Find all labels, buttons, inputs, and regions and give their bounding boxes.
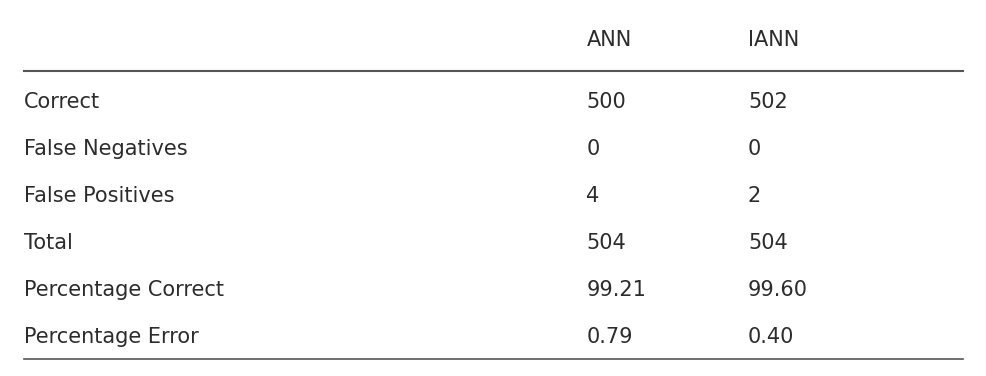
Text: 0.79: 0.79 [586,327,632,347]
Text: 4: 4 [586,186,599,206]
Text: IANN: IANN [747,30,799,50]
Text: ANN: ANN [586,30,631,50]
Text: Percentage Correct: Percentage Correct [24,280,224,300]
Text: 2: 2 [747,186,760,206]
Text: Total: Total [24,233,73,253]
Text: False Positives: False Positives [24,186,175,206]
Text: 0.40: 0.40 [747,327,794,347]
Text: 504: 504 [586,233,625,253]
Text: 500: 500 [586,92,625,112]
Text: 99.21: 99.21 [586,280,646,300]
Text: 0: 0 [747,139,760,159]
Text: 0: 0 [586,139,599,159]
Text: 99.60: 99.60 [747,280,808,300]
Text: 502: 502 [747,92,787,112]
Text: 504: 504 [747,233,787,253]
Text: Correct: Correct [24,92,100,112]
Text: False Negatives: False Negatives [24,139,187,159]
Text: Percentage Error: Percentage Error [24,327,198,347]
